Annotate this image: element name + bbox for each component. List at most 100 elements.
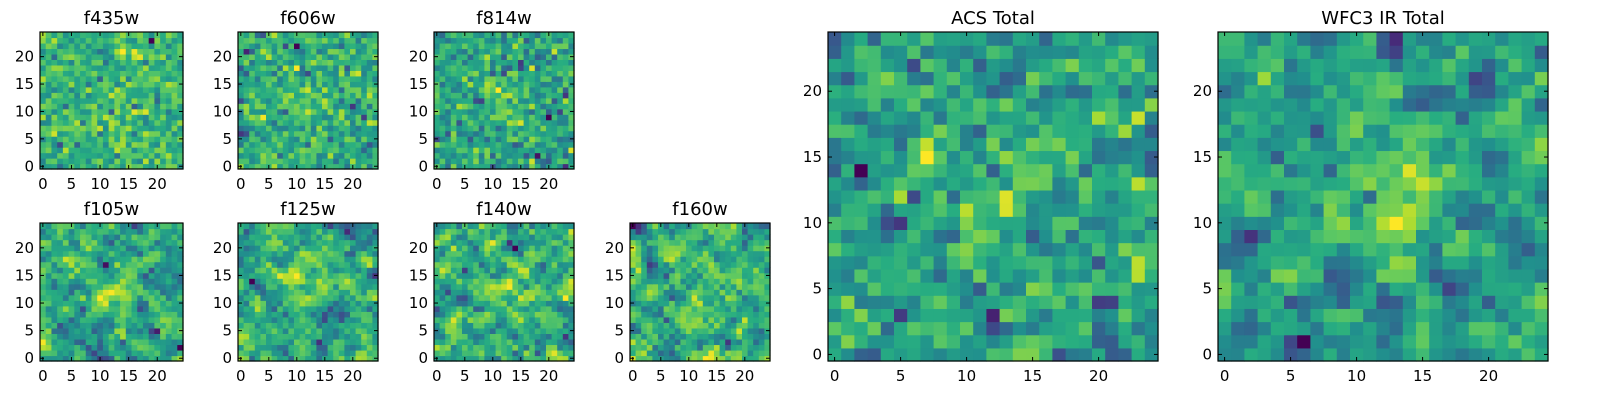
- heatmap-cell: [1118, 163, 1133, 178]
- heatmap-cell: [310, 130, 317, 137]
- heatmap-cell: [529, 53, 536, 60]
- heatmap-cell: [165, 75, 173, 82]
- heatmap-cell: [327, 53, 334, 60]
- heatmap-cell: [1078, 176, 1093, 191]
- heatmap-cell: [85, 305, 93, 312]
- heatmap-cell: [249, 245, 256, 252]
- heatmap-cell: [322, 322, 329, 329]
- heatmap-cell: [125, 114, 133, 121]
- heatmap-cell: [1039, 189, 1053, 204]
- heatmap-cell: [534, 59, 541, 66]
- heatmap-cell: [137, 338, 144, 346]
- heatmap-cell: [254, 59, 261, 66]
- heatmap-cell: [495, 322, 502, 329]
- heatmap-cell: [933, 282, 948, 296]
- heatmap-cell: [753, 245, 760, 252]
- heatmap-cell: [557, 349, 564, 357]
- heatmap-cell: [540, 141, 547, 148]
- heatmap-cell: [327, 234, 334, 241]
- heatmap-cell: [473, 234, 480, 241]
- heatmap-cell: [243, 92, 250, 99]
- heatmap-cell: [450, 261, 457, 268]
- heatmap-cell: [74, 125, 81, 132]
- heatmap-cell: [933, 347, 948, 362]
- heatmap-cell: [120, 316, 127, 323]
- heatmap-cell: [277, 81, 284, 88]
- heatmap-cell: [445, 97, 452, 104]
- heatmap-cell: [294, 53, 301, 60]
- heatmap-cell: [501, 119, 508, 126]
- heatmap-cell: [478, 114, 485, 121]
- heatmap-cell: [254, 48, 261, 55]
- heatmap-cell: [40, 333, 47, 340]
- heatmap-cell: [114, 289, 121, 296]
- heatmap-cell: [758, 305, 765, 312]
- heatmap-cell: [282, 322, 289, 329]
- heatmap-cell: [747, 283, 754, 290]
- heatmap-cell: [764, 305, 771, 312]
- heatmap-cell: [288, 152, 295, 159]
- heatmap-cell: [142, 119, 150, 126]
- heatmap-cell: [299, 92, 306, 99]
- heatmap-cell: [702, 294, 709, 301]
- heatmap-cell: [120, 125, 127, 132]
- heatmap-cell: [327, 355, 334, 362]
- heatmap-cell: [288, 42, 295, 50]
- heatmap-cell: [478, 136, 485, 143]
- heatmap-cell: [490, 256, 497, 263]
- heatmap-cell: [1105, 176, 1119, 191]
- heatmap-cell: [177, 70, 184, 77]
- heatmap-cell: [439, 103, 446, 110]
- heatmap-cell: [641, 250, 648, 257]
- heatmap-cell: [148, 103, 155, 110]
- heatmap-cell: [523, 239, 530, 246]
- heatmap-cell: [747, 311, 754, 318]
- heatmap-cell: [355, 355, 362, 362]
- heatmap-cell: [266, 250, 273, 257]
- heatmap-cell: [462, 256, 469, 263]
- heatmap-cell: [355, 278, 362, 285]
- heatmap-cell: [372, 267, 379, 274]
- heatmap-cell: [45, 147, 53, 154]
- heatmap-cell: [45, 338, 53, 346]
- heatmap-cell: [736, 355, 743, 362]
- heatmap-cell: [467, 130, 474, 137]
- heatmap-cell: [282, 338, 289, 346]
- heatmap-cell: [114, 125, 121, 132]
- heatmap-cell: [478, 64, 485, 71]
- heatmap-cell: [249, 64, 256, 71]
- heatmap-cell: [171, 59, 178, 66]
- heatmap-cell: [557, 305, 564, 312]
- heatmap-cell: [45, 163, 53, 170]
- heatmap-cell: [445, 311, 452, 318]
- panel-title: f140w: [476, 199, 531, 220]
- heatmap-cell: [97, 305, 104, 312]
- heatmap-cell: [450, 239, 457, 246]
- heatmap-cell: [108, 53, 115, 60]
- heatmap-cell: [40, 152, 47, 159]
- heatmap-cell: [333, 130, 340, 137]
- heatmap-cell: [725, 272, 732, 279]
- heatmap-cell: [512, 333, 519, 340]
- heatmap-cell: [551, 267, 558, 274]
- heatmap-cell: [512, 355, 519, 362]
- heatmap-cell: [51, 37, 58, 44]
- heatmap-cell: [719, 322, 726, 329]
- heatmap-cell: [91, 86, 98, 93]
- heatmap-cell: [238, 338, 245, 346]
- heatmap-cell: [501, 355, 508, 362]
- heatmap-cell: [439, 147, 446, 154]
- heatmap-cell: [160, 70, 167, 77]
- heatmap-cell: [243, 53, 250, 60]
- heatmap-cell: [51, 32, 58, 39]
- heatmap-cell: [1092, 216, 1106, 230]
- heatmap-cell: [148, 59, 155, 66]
- heatmap-cell: [57, 245, 64, 252]
- heatmap-cell: [85, 92, 93, 99]
- heatmap-cell: [646, 333, 653, 340]
- heatmap-cell: [254, 300, 261, 307]
- heatmap-cell: [1052, 176, 1067, 191]
- heatmap-cell: [439, 250, 446, 257]
- heatmap-cell: [271, 272, 278, 279]
- heatmap-cell: [305, 256, 312, 263]
